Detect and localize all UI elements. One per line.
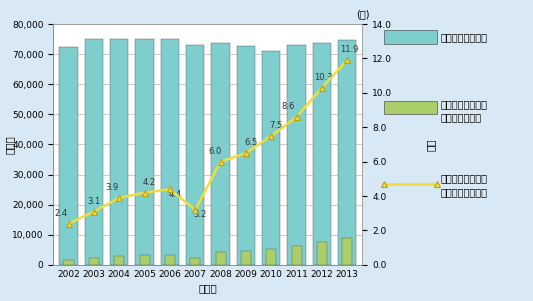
Text: 6.0: 6.0 (209, 147, 222, 156)
Bar (85, 39, 103, 265)
Text: 3.2: 3.2 (193, 210, 207, 219)
Text: 論文割合（右軸）: 論文割合（右軸） (441, 187, 488, 197)
Text: 6.5: 6.5 (244, 138, 257, 147)
Bar (215, 252, 225, 265)
Text: 4.2: 4.2 (143, 178, 156, 187)
Bar (110, 39, 128, 265)
Text: 11.9: 11.9 (341, 45, 359, 54)
Bar (287, 45, 306, 265)
Bar (237, 46, 255, 265)
Text: 3.1: 3.1 (87, 197, 100, 206)
Bar (342, 238, 352, 265)
Text: オープンアクセス: オープンアクセス (441, 99, 488, 109)
Text: 割合: 割合 (425, 138, 435, 151)
Bar (165, 255, 175, 265)
Bar (266, 249, 276, 265)
Bar (317, 242, 327, 265)
Bar (190, 258, 200, 265)
Text: 総論文数（左軸）: 総論文数（左軸） (441, 32, 488, 42)
Text: 7.5: 7.5 (270, 121, 283, 130)
Text: 2.4: 2.4 (54, 209, 68, 218)
X-axis label: 出版年: 出版年 (198, 283, 217, 293)
Bar (59, 47, 78, 265)
Bar (135, 39, 154, 265)
Text: 10.3: 10.3 (314, 73, 333, 82)
Text: 論文数: 論文数 (5, 135, 15, 154)
Bar (241, 251, 251, 265)
Text: 8.6: 8.6 (281, 102, 294, 111)
Text: 3.9: 3.9 (105, 183, 118, 192)
Bar (161, 39, 179, 265)
Text: (％): (％) (356, 9, 369, 19)
Bar (313, 43, 331, 265)
Text: 論文数（左軸）: 論文数（左軸） (441, 112, 482, 123)
Bar (63, 259, 74, 265)
Bar (114, 256, 124, 265)
Text: オープンアクセス: オープンアクセス (441, 173, 488, 183)
Bar (338, 40, 357, 265)
Bar (186, 45, 204, 265)
Bar (140, 255, 150, 265)
Bar (89, 258, 99, 265)
Bar (262, 51, 280, 265)
Bar (292, 246, 302, 265)
Text: 4.4: 4.4 (168, 190, 182, 199)
Bar (212, 43, 230, 265)
